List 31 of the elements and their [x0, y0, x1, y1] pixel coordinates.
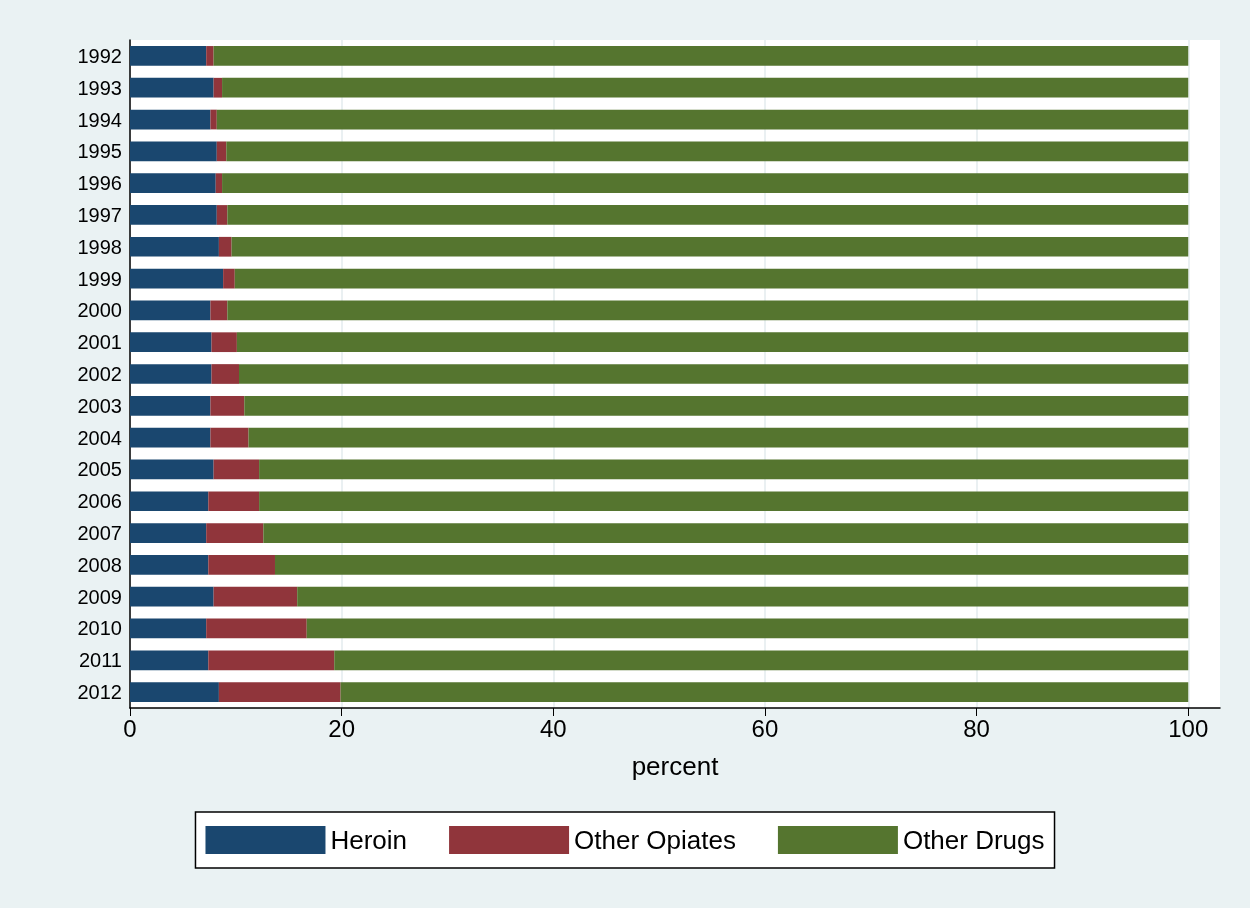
- y-tick-label: 1992: [77, 44, 122, 67]
- y-tick-label: 2001: [77, 331, 122, 354]
- x-tick-label: 80: [963, 714, 990, 742]
- legend-label: Other Opiates: [574, 825, 736, 855]
- y-tick-label: 2003: [77, 394, 122, 417]
- y-tick-label: 2005: [77, 458, 122, 481]
- legend-label: Heroin: [330, 825, 408, 855]
- y-tick-label: 2002: [77, 363, 122, 385]
- x-tick-label: 0: [123, 714, 137, 742]
- y-tick-label: 1998: [77, 235, 122, 258]
- y-tick-label: 2010: [77, 617, 122, 640]
- x-axis-title: percent: [631, 751, 720, 781]
- y-tick-label: 2000: [77, 299, 122, 322]
- y-tick-label: 1993: [77, 76, 122, 99]
- y-tick-label: 2007: [77, 522, 122, 545]
- y-tick-label: 2009: [77, 585, 122, 608]
- y-tick-label: 1996: [77, 172, 122, 195]
- y-tick-label: 2004: [77, 426, 122, 449]
- legend-label: Other Drugs: [902, 825, 1045, 855]
- y-tick-label: 2008: [77, 553, 122, 576]
- y-tick-label: 1997: [77, 203, 122, 226]
- x-tick-label: 20: [328, 714, 355, 742]
- y-tick-label: 2012: [77, 681, 122, 704]
- x-tick-label: 40: [539, 714, 567, 742]
- y-tick-label: 2006: [77, 490, 122, 513]
- y-tick-label: 1994: [77, 108, 122, 131]
- y-tick-label: 2011: [78, 649, 122, 672]
- x-tick-label: 100: [1168, 714, 1209, 742]
- y-tick-label: 1995: [77, 140, 122, 163]
- y-tick-label: 1999: [77, 267, 122, 290]
- x-tick-label: 60: [751, 714, 779, 742]
